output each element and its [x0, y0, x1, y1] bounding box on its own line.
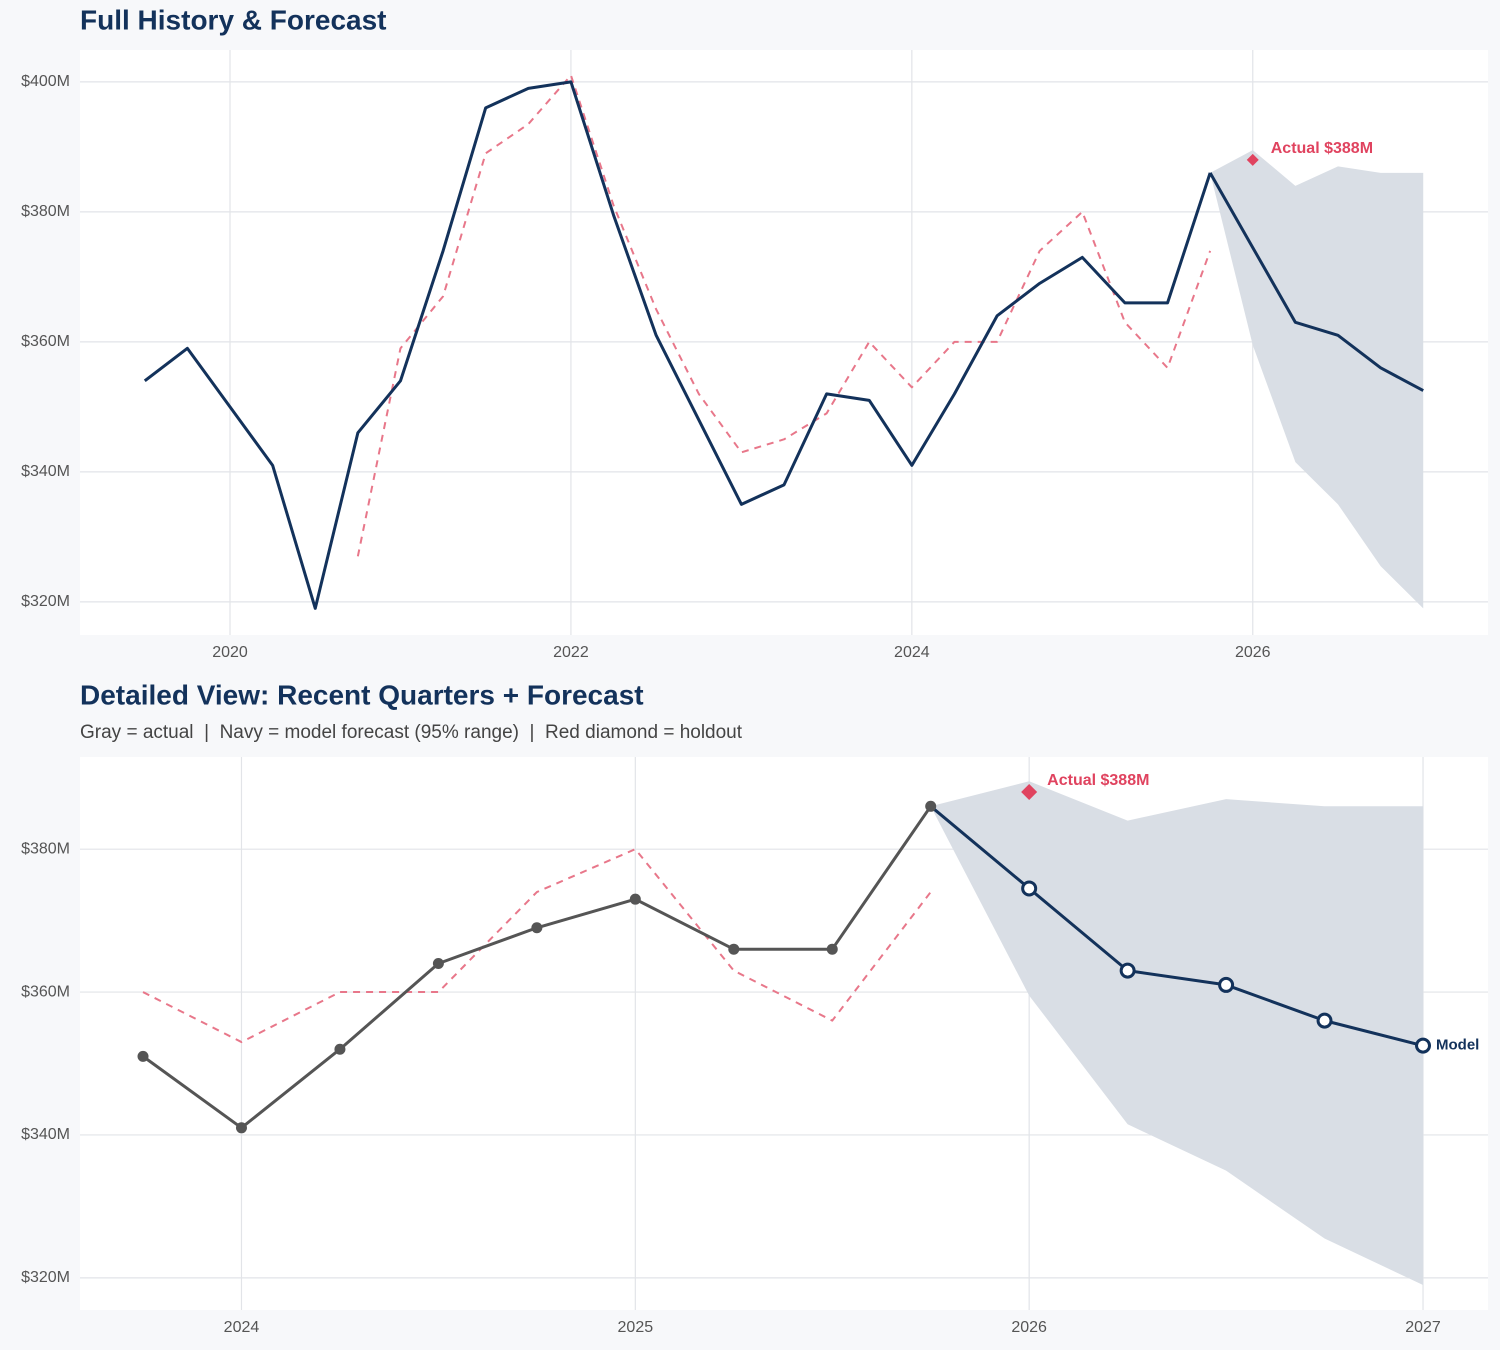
x-tick-label: 2020	[212, 644, 248, 661]
forecast-point	[1218, 976, 1235, 993]
holdout-annotation: Actual $388M	[1271, 140, 1373, 157]
point	[629, 893, 641, 905]
x-tick-label: 2024	[224, 1319, 260, 1336]
y-tick-label: $360M	[21, 983, 70, 1000]
holdout-diamond	[1246, 153, 1259, 166]
y-tick-label: $400M	[21, 73, 70, 90]
point	[531, 922, 543, 934]
x-tick-label: 2026	[1235, 644, 1271, 661]
y-tick-label: $380M	[21, 203, 70, 220]
forecast-point	[1316, 1012, 1333, 1029]
y-tick-label: $340M	[21, 463, 70, 480]
forecast-point	[1415, 1037, 1432, 1054]
series-line	[1208, 172, 1424, 392]
x-tick-label: 2026	[1011, 1319, 1047, 1336]
chart-subtitle: Gray = actual | Navy = model forecast (9…	[80, 722, 743, 743]
y-tick-label: $320M	[21, 1269, 70, 1286]
point	[137, 1050, 149, 1062]
series-end-label: Model	[1436, 1037, 1479, 1054]
point	[728, 943, 740, 955]
y-tick-label: $320M	[21, 593, 70, 610]
fitted-line	[356, 74, 1212, 557]
point	[432, 957, 444, 969]
chart-title: Detailed View: Recent Quarters + Forecas…	[80, 679, 644, 710]
point	[334, 1043, 346, 1055]
x-tick-label: 2027	[1405, 1319, 1441, 1336]
series-line	[929, 805, 1424, 1048]
forecast-point	[1021, 880, 1038, 897]
y-tick-label: $340M	[21, 1126, 70, 1143]
point	[925, 800, 937, 812]
point	[235, 1122, 247, 1134]
series-line	[143, 80, 1212, 610]
holdout-annotation: Actual $388M	[1047, 772, 1149, 789]
y-tick-label: $360M	[21, 333, 70, 350]
fitted-line	[142, 848, 932, 1044]
chart-title: Full History & Forecast	[80, 4, 387, 35]
x-tick-label: 2025	[618, 1319, 654, 1336]
point	[826, 943, 838, 955]
holdout-diamond	[1021, 784, 1038, 801]
x-tick-label: 2022	[553, 644, 589, 661]
x-tick-label: 2024	[894, 644, 930, 661]
y-tick-label: $380M	[21, 840, 70, 857]
forecast-point	[1119, 962, 1136, 979]
